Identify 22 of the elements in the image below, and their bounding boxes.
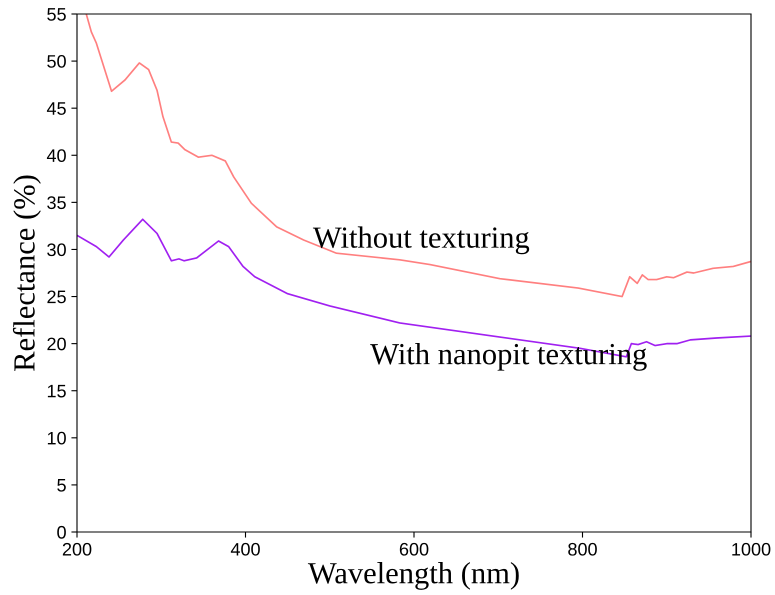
- y-tick-label: 35: [47, 196, 66, 210]
- x-tick-label: 800: [568, 542, 597, 556]
- y-tick-label: 55: [47, 8, 66, 21]
- y-axis-title: Reflectance (%): [12, 176, 41, 371]
- x-axis-title: Wavelength (nm): [308, 562, 519, 590]
- y-tick-label: 0: [57, 526, 66, 539]
- y-tick-label: 5: [57, 479, 66, 492]
- y-tick-label: 10: [48, 432, 66, 445]
- annotation: Without texturing: [312, 226, 530, 254]
- y-tick-label: 45: [46, 102, 66, 115]
- x-tick-label: 600: [400, 542, 428, 556]
- x-tick-label: 200: [62, 542, 92, 556]
- x-tick-label: 400: [230, 542, 260, 556]
- y-tick-label: 25: [47, 290, 66, 304]
- y-tick-label: 20: [47, 338, 66, 350]
- y-tick-label: 15: [48, 384, 66, 398]
- y-tick-label: 50: [47, 55, 66, 68]
- annotation: With nanopit texturing: [370, 342, 647, 371]
- y-tick-label: 30: [47, 243, 66, 256]
- y-tick-label: 40: [46, 149, 66, 162]
- line-series: [85, 14, 751, 298]
- x-tick-label: 1000: [732, 542, 770, 556]
